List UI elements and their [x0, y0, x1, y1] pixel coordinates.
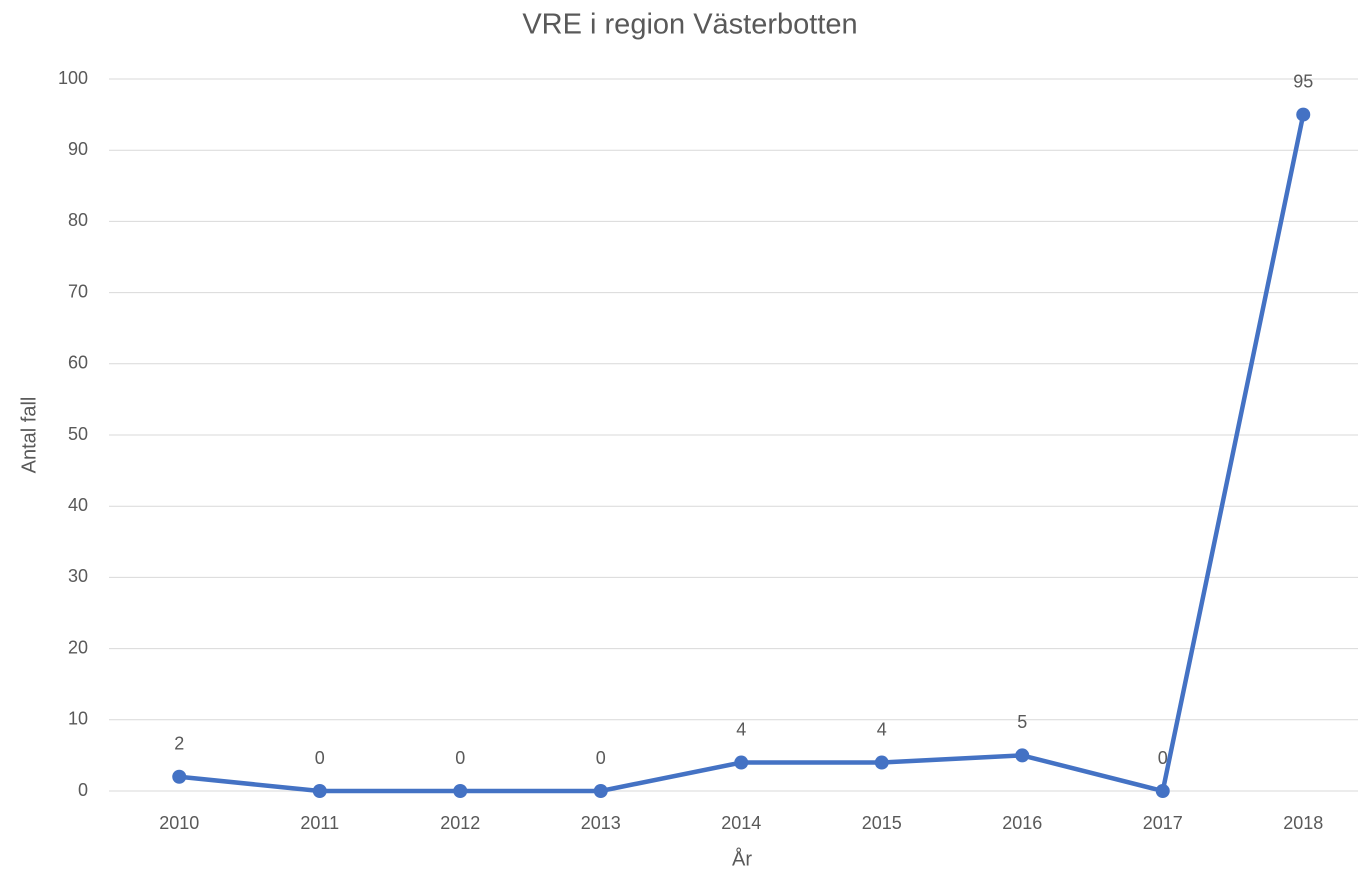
y-tick-label: 0	[78, 780, 88, 800]
x-tick-label: 2017	[1143, 813, 1183, 833]
y-tick-label: 80	[68, 210, 88, 230]
x-tick-label: 2011	[300, 813, 339, 833]
y-tick-label: 40	[68, 495, 88, 515]
y-tick-label: 60	[68, 353, 88, 373]
x-tick-label: 2013	[581, 813, 621, 833]
y-axis-label: Antal fall	[18, 397, 40, 474]
x-tick-label: 2014	[721, 813, 761, 833]
point	[453, 784, 468, 798]
x-tick-label: 2015	[862, 813, 902, 833]
y-tick-label: 10	[68, 709, 88, 729]
y-tick-label: 90	[68, 139, 88, 159]
y-tick-label: 100	[58, 68, 88, 88]
chart-title: VRE i region Västerbotten	[522, 9, 857, 41]
data-label: 4	[736, 719, 746, 739]
x-tick-label: 2012	[440, 813, 480, 833]
data-label: 5	[1017, 712, 1027, 732]
y-tick-label: 30	[68, 566, 88, 586]
y-tick-label: 50	[68, 424, 88, 444]
data-label: 0	[315, 748, 325, 768]
line	[179, 114, 1306, 794]
point	[1155, 784, 1170, 798]
x-axis-label: År	[732, 847, 752, 870]
point	[734, 755, 749, 770]
point	[312, 784, 327, 798]
point	[593, 784, 608, 798]
data-label: 95	[1293, 71, 1313, 91]
data-label: 0	[455, 748, 465, 768]
data-label: 0	[1158, 748, 1168, 768]
y-tick-label: 70	[68, 281, 88, 301]
point	[1296, 107, 1311, 122]
data-label: 2	[174, 734, 184, 754]
x-tick-label: 2010	[159, 813, 199, 833]
point	[172, 769, 187, 784]
data-label: 0	[596, 748, 606, 768]
y-tick-label: 20	[68, 637, 88, 657]
x-tick-label: 2018	[1283, 813, 1323, 833]
point	[1015, 748, 1030, 763]
data-label: 4	[877, 719, 887, 739]
x-tick-label: 2016	[1002, 813, 1042, 833]
point	[874, 755, 889, 770]
